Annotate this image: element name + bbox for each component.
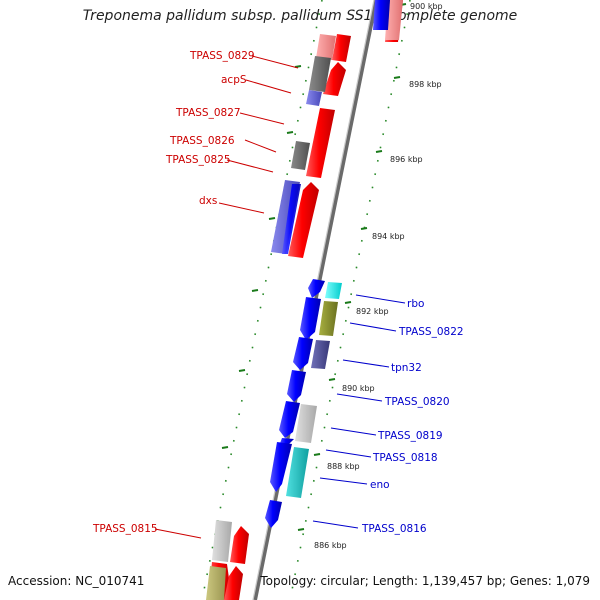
leader-line <box>325 449 372 458</box>
scale-tick <box>221 446 229 449</box>
tick-label: 898 kbp <box>409 80 442 89</box>
scale-tick <box>328 378 336 381</box>
gene-block[interactable] <box>293 337 313 370</box>
leader-line <box>312 520 359 529</box>
gene-block[interactable] <box>325 282 342 299</box>
scale-tick <box>375 150 383 153</box>
gene-block[interactable] <box>295 404 317 443</box>
gene-arrow[interactable] <box>323 62 346 96</box>
leader-line <box>330 427 377 436</box>
gene-label[interactable]: tpn32 <box>391 362 422 374</box>
leader-line <box>342 359 390 368</box>
gene-block[interactable] <box>212 520 232 562</box>
scale-tick <box>238 369 246 372</box>
gene-label[interactable]: acpS <box>221 74 247 86</box>
gene-label[interactable]: TPASS_0822 <box>398 326 464 338</box>
gene-block[interactable] <box>311 340 330 369</box>
leader-line <box>245 79 292 94</box>
gene-arrow[interactable] <box>332 34 351 62</box>
gene-arrow[interactable] <box>288 182 319 258</box>
leader-line <box>355 294 406 304</box>
gene-label[interactable]: TPASS_0816 <box>361 523 427 535</box>
gene-block[interactable] <box>309 56 331 92</box>
leader-line <box>239 112 285 125</box>
scale-tick <box>393 76 401 79</box>
gene-block[interactable] <box>319 301 338 336</box>
inner-guide-line <box>201 0 323 600</box>
gene-block[interactable] <box>291 141 310 170</box>
colored-genes <box>206 0 403 600</box>
gene-block[interactable] <box>385 0 403 40</box>
accession-text: Accession: NC_010741 <box>8 574 145 588</box>
gene-label[interactable]: TPASS_0815 <box>92 523 158 535</box>
gene-arrow[interactable] <box>230 526 249 564</box>
scale-tick <box>344 301 352 304</box>
gene-block[interactable] <box>287 370 306 402</box>
gene-block[interactable] <box>265 500 282 528</box>
leader-line <box>251 55 299 69</box>
scale-tick <box>313 453 321 456</box>
map-title: Treponema pallidum subsp. pallidum SS14,… <box>82 8 518 24</box>
gene-label[interactable]: TPASS_0826 <box>169 135 235 147</box>
gene-block[interactable] <box>282 184 301 254</box>
gene-block[interactable] <box>373 0 390 30</box>
scale-ticks: 900 kbp 898 kbp 896 kbp 894 kbp 892 kbp … <box>221 2 443 550</box>
gene-block[interactable] <box>316 34 336 60</box>
leader-line <box>319 477 368 485</box>
tick-label: 900 kbp <box>410 2 443 11</box>
leader-line <box>226 159 274 173</box>
gene-block[interactable] <box>300 297 321 340</box>
leader-line <box>336 393 383 402</box>
leader-line <box>244 139 277 153</box>
gene-block[interactable] <box>306 90 322 106</box>
gene-block[interactable] <box>270 442 292 492</box>
scale-tick <box>360 227 368 230</box>
gene-label[interactable]: eno <box>370 479 390 491</box>
tick-label: 896 kbp <box>390 155 423 164</box>
leader-line <box>349 322 397 332</box>
gene-label[interactable]: TPASS_0829 <box>189 50 255 62</box>
tick-label: 888 kbp <box>327 462 360 471</box>
gene-label[interactable]: TPASS_0820 <box>384 396 450 408</box>
gene-label[interactable]: TPASS_0825 <box>165 154 231 166</box>
gene-block[interactable] <box>308 279 325 298</box>
leader-line <box>154 528 202 539</box>
minus-strand-leaders <box>154 55 299 539</box>
scale-tick <box>268 217 276 220</box>
tick-label: 892 kbp <box>356 307 389 316</box>
minus-strand-labels: TPASS_0829 acpS TPASS_0827 TPASS_0826 TP… <box>92 50 255 535</box>
gene-label[interactable]: TPASS_0827 <box>175 107 241 119</box>
tick-label: 894 kbp <box>372 232 405 241</box>
scale-tick <box>251 289 259 292</box>
gene-arrow[interactable] <box>306 108 335 178</box>
scale-tick <box>294 65 302 68</box>
gene-block[interactable] <box>206 566 226 600</box>
plus-strand-labels: rbo TPASS_0822 tpn32 TPASS_0820 TPASS_08… <box>361 298 464 535</box>
gene-label[interactable]: TPASS_0819 <box>377 430 443 442</box>
tick-label: 890 kbp <box>342 384 375 393</box>
topology-text: Topology: circular; Length: 1,139,457 bp… <box>260 574 590 588</box>
gene-block[interactable] <box>286 447 309 498</box>
scale-tick <box>297 528 305 531</box>
gene-label[interactable]: rbo <box>407 298 424 310</box>
gene-block[interactable] <box>279 401 300 438</box>
plus-strand-leaders <box>312 294 406 529</box>
gene-arrow[interactable] <box>224 566 243 600</box>
tick-label: 886 kbp <box>314 541 347 550</box>
scale-tick <box>286 131 294 134</box>
gene-label[interactable]: TPASS_0818 <box>372 452 438 464</box>
leader-line <box>218 202 265 214</box>
gene-label[interactable]: dxs <box>199 195 217 207</box>
